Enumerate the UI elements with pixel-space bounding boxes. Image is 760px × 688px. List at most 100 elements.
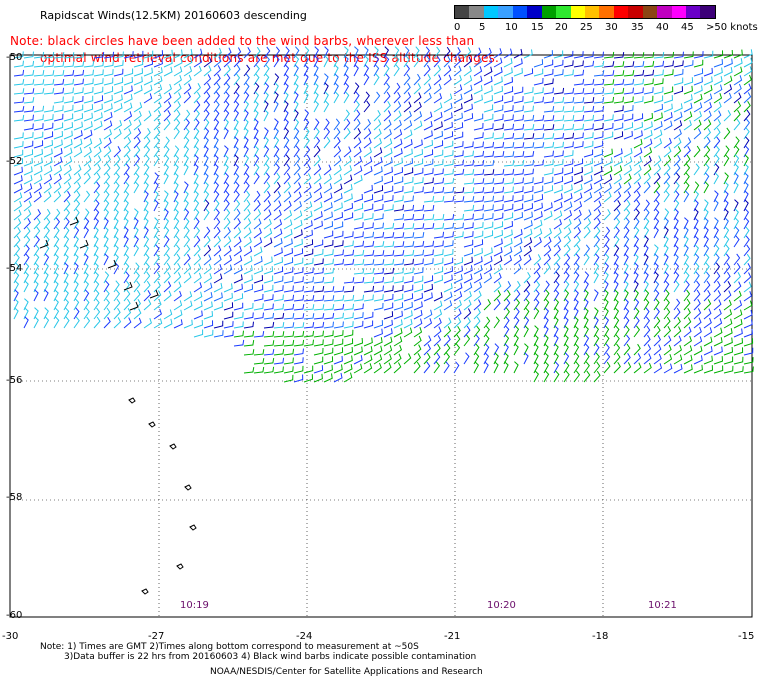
wind-barb	[443, 343, 451, 356]
wind-barb	[473, 85, 483, 95]
wind-barb	[423, 240, 435, 248]
wind-barb	[293, 210, 303, 221]
wind-barb	[733, 226, 740, 239]
wind-barb	[83, 298, 90, 311]
wind-barb	[153, 84, 163, 95]
wind-barb	[383, 204, 394, 212]
wind-barb	[43, 148, 53, 158]
wind-barb	[273, 118, 279, 131]
wind-barb	[683, 335, 693, 347]
wind-barb	[293, 73, 299, 86]
wind-barb	[653, 95, 664, 104]
wind-barb	[723, 262, 731, 275]
wind-barb	[633, 182, 642, 194]
wind-barb	[203, 65, 212, 77]
wind-barb	[463, 222, 474, 230]
wind-barb	[173, 262, 181, 275]
wind-barb	[393, 267, 404, 275]
wind-barb	[603, 208, 611, 221]
wind-barb	[663, 307, 671, 320]
wind-barb	[733, 92, 742, 104]
wind-barb	[493, 361, 499, 374]
wind-barb	[23, 235, 31, 248]
wind-barb	[273, 303, 285, 311]
wind-barb	[743, 92, 752, 104]
wind-barb	[153, 217, 159, 230]
wind-barb	[493, 352, 499, 365]
wind-barb	[203, 82, 211, 95]
wind-barb	[603, 148, 613, 158]
wind-barb	[393, 362, 402, 374]
wind-barb	[643, 334, 651, 347]
contamination-circle	[141, 588, 149, 595]
wind-barb	[63, 87, 74, 95]
wind-barb	[503, 95, 514, 104]
wind-barb	[83, 78, 94, 86]
wind-barb	[583, 105, 595, 113]
wind-barb	[613, 182, 622, 194]
wind-barb	[723, 190, 729, 203]
wind-barb	[453, 274, 463, 284]
wind-barb	[283, 109, 289, 122]
wind-barb	[673, 103, 683, 113]
wind-barb	[423, 111, 433, 122]
wind-barb	[723, 318, 733, 329]
wind-barb	[263, 91, 269, 104]
wind-barb	[173, 181, 179, 194]
note-line-1: Note: black circles have been added to t…	[10, 34, 475, 48]
wind-barb	[673, 137, 682, 149]
wind-barb	[193, 172, 199, 185]
wind-barb	[433, 222, 445, 230]
wind-barb	[43, 131, 54, 140]
wind-barb	[543, 253, 551, 266]
wind-barb	[93, 190, 100, 203]
wind-barb	[523, 105, 534, 113]
wind-barb	[613, 253, 620, 266]
wind-barb	[13, 192, 23, 203]
wind-barb	[353, 175, 363, 185]
wind-barb	[93, 163, 101, 176]
wind-barb	[273, 145, 280, 158]
wind-barb	[373, 222, 384, 230]
wind-barb	[493, 221, 504, 230]
wind-barb	[13, 226, 21, 239]
wind-barb	[253, 227, 262, 239]
wind-barb	[673, 354, 683, 365]
wind-barb	[563, 289, 570, 302]
wind-barb	[593, 105, 605, 113]
wind-barb	[63, 235, 70, 248]
wind-barb	[723, 199, 729, 212]
wind-barb	[633, 208, 640, 221]
wind-barb	[243, 181, 250, 194]
wind-barb	[593, 289, 599, 302]
wind-barb	[13, 158, 24, 167]
wind-barb	[383, 195, 394, 203]
wind-barb	[13, 200, 23, 212]
wind-barb	[553, 184, 563, 194]
wind-barb	[733, 235, 740, 248]
wind-barb	[453, 112, 463, 122]
wind-barb	[343, 240, 354, 248]
wind-barb	[283, 238, 293, 248]
wind-barb	[513, 194, 524, 203]
wind-barb	[103, 226, 109, 239]
wind-barb	[383, 73, 390, 86]
wind-barb	[303, 295, 315, 302]
wind-barb	[703, 67, 713, 77]
wind-barb	[503, 203, 514, 212]
wind-barb	[533, 370, 540, 383]
wind-barb	[23, 132, 34, 140]
wind-barb	[143, 208, 149, 221]
wind-barb	[373, 241, 385, 248]
wind-barb	[213, 73, 221, 86]
wind-barb	[233, 264, 243, 275]
wind-barb	[173, 217, 180, 230]
wind-barb	[743, 49, 753, 59]
wind-barb	[553, 132, 565, 140]
wind-barb	[193, 226, 201, 239]
wind-barb	[303, 109, 310, 122]
wind-barb	[503, 151, 515, 158]
wind-barb	[153, 318, 163, 329]
wind-barb	[723, 58, 733, 68]
wind-barb	[583, 343, 590, 356]
